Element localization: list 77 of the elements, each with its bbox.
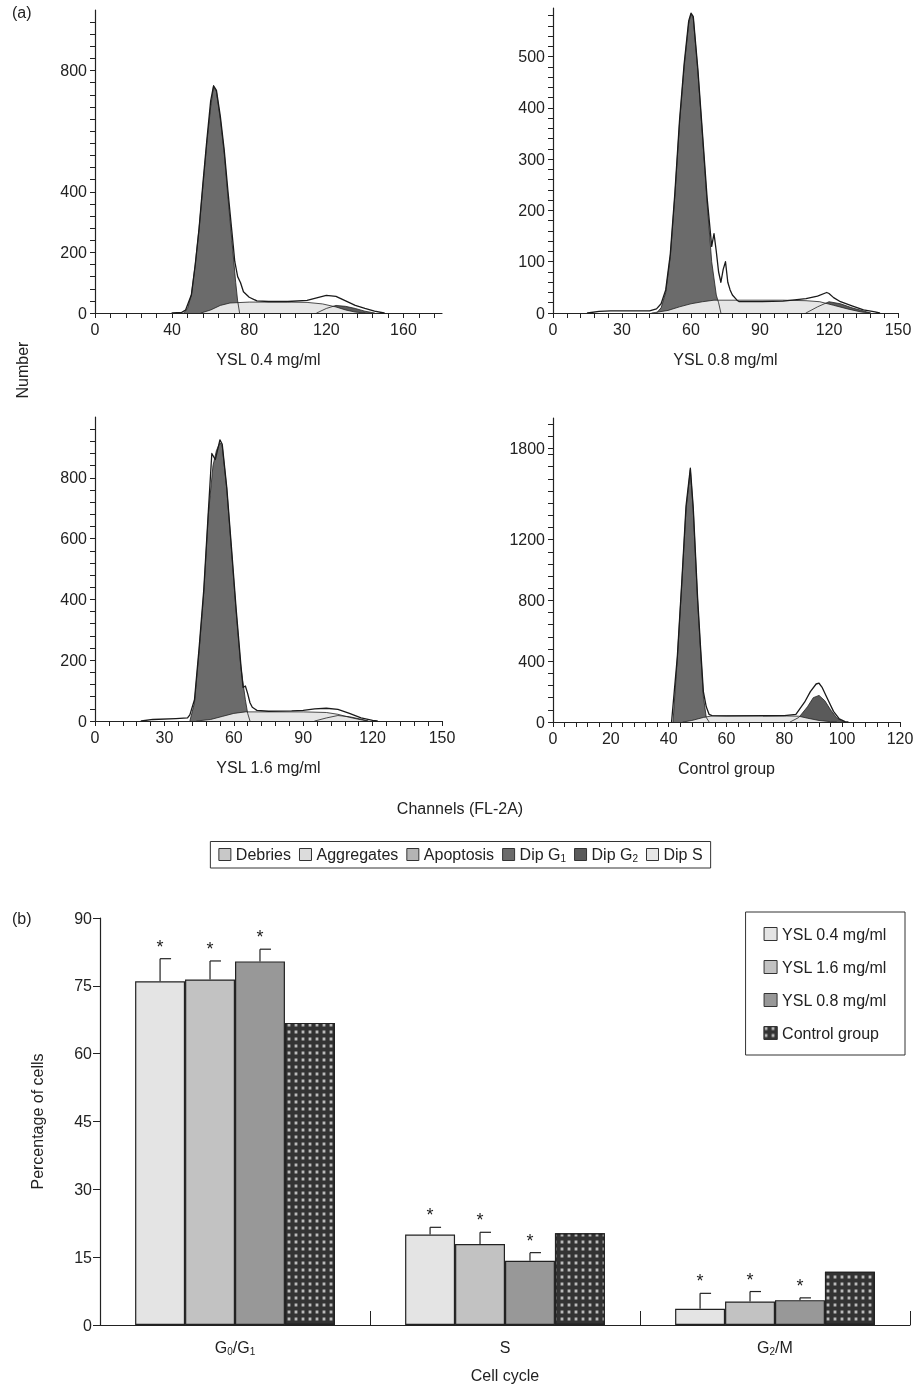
x-tick-label: 20: [601, 729, 620, 747]
data-label: *: [156, 936, 164, 957]
x-tick-label: 120: [815, 320, 843, 338]
legend-label: Apoptosis: [423, 846, 495, 863]
y-tick-label: 1200: [509, 531, 546, 549]
data-label: *: [206, 938, 214, 959]
y-tick-label: 0: [83, 1316, 93, 1334]
x-tick-label: 60: [224, 728, 243, 746]
x-tick-label: 120: [359, 728, 387, 746]
y-tick-label: 1800: [509, 439, 546, 457]
legend-label: Debries: [235, 846, 291, 863]
y-tick-label: 400: [60, 590, 88, 608]
x-tick-label: 150: [884, 320, 912, 338]
y-tick-label: 400: [60, 183, 88, 201]
x-tick-label: 40: [163, 320, 182, 338]
legend-label: Dip S: [663, 846, 703, 863]
data-label: *: [426, 1205, 434, 1226]
y-tick-label: 800: [60, 62, 88, 80]
y-tick-label: 300: [518, 150, 546, 168]
y-tick-label: 200: [60, 651, 88, 669]
y-tick-label: 800: [60, 469, 88, 487]
y-tick-label: 0: [536, 713, 546, 731]
x-tick-label: 90: [751, 320, 769, 338]
x-axis-title: Cell cycle: [470, 1366, 540, 1384]
x-axis-title: YSL 0.4 mg/ml: [216, 350, 321, 368]
y-tick-label: 45: [74, 1113, 93, 1130]
x-tick-label: 80: [240, 320, 259, 338]
x-tick-label: 30: [155, 728, 174, 746]
y-tick-label: 0: [536, 304, 546, 322]
y-tick-label: 600: [60, 530, 88, 548]
y-tick-label: 0: [78, 712, 88, 730]
data-label: *: [796, 1275, 804, 1296]
y-tick-label: 30: [74, 1180, 93, 1198]
y-tick-label: 60: [74, 1045, 93, 1063]
y-tick-label: 90: [74, 909, 93, 927]
y-tick-label: 500: [518, 48, 546, 66]
x-axis-title: Control group: [678, 759, 776, 777]
y-tick-label: 400: [518, 652, 546, 670]
y-axis-title: Percentage of cells: [28, 1053, 46, 1190]
legend-label: YSL 0.4 mg/ml: [782, 925, 887, 943]
text: Channels (FL-2A): [396, 799, 524, 817]
x-tick-label: 30: [613, 320, 631, 338]
x-tick-label: 120: [886, 729, 914, 747]
y-tick-label: 0: [78, 304, 88, 322]
data-label: *: [696, 1271, 704, 1292]
x-tick-label: 100: [828, 729, 856, 747]
x-axis-title: YSL 1.6 mg/ml: [216, 758, 321, 776]
legend-label: YSL 1.6 mg/ml: [782, 958, 887, 976]
y-tick-label: 100: [518, 253, 546, 271]
x-tick-label: 120: [312, 320, 340, 338]
legend-label: Aggregates: [316, 846, 399, 863]
x-tick-label: 150: [428, 728, 456, 746]
x-tick-label: 0: [548, 729, 558, 747]
x-tick-label: 0: [548, 320, 558, 338]
data-label: *: [746, 1269, 754, 1290]
text: (a): [12, 3, 32, 21]
y-axis-title: Number: [13, 340, 31, 399]
data-label: *: [256, 927, 264, 948]
x-tick-label: 60: [717, 729, 736, 747]
y-tick-label: 200: [60, 243, 88, 261]
y-tick-label: 800: [518, 591, 546, 609]
data-label: *: [526, 1230, 534, 1251]
x-tick-label: 40: [659, 729, 678, 747]
x-tick-label: 160: [390, 320, 417, 338]
legend-label: Control group: [782, 1024, 880, 1042]
y-tick-label: 200: [518, 201, 546, 219]
y-tick-label: 15: [74, 1248, 93, 1266]
y-tick-label: 400: [518, 99, 546, 117]
data-label: *: [476, 1210, 484, 1231]
x-tick-label: 90: [294, 728, 313, 746]
x-tick-label: 80: [775, 729, 794, 747]
text: (b): [12, 909, 32, 927]
y-tick-label: 75: [74, 977, 93, 995]
x-tick-label: S: [499, 1338, 511, 1356]
legend-label: YSL 0.8 mg/ml: [782, 991, 887, 1009]
x-tick-label: 60: [682, 320, 700, 338]
x-axis-title: YSL 0.8 mg/ml: [673, 350, 778, 368]
